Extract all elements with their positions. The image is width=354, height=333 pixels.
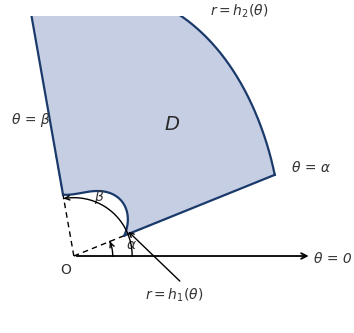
Text: θ = β: θ = β [12,113,50,127]
Text: θ = α: θ = α [292,161,330,175]
Text: $r = h_1(\theta)$: $r = h_1(\theta)$ [145,287,203,304]
Text: $\alpha$: $\alpha$ [126,238,137,252]
Text: D: D [165,115,180,134]
Text: $\beta$: $\beta$ [94,187,104,205]
Text: θ = 0: θ = 0 [314,252,352,266]
Text: O: O [60,263,71,277]
Polygon shape [31,0,275,236]
Text: $r = h_2(\theta)$: $r = h_2(\theta)$ [210,2,268,20]
